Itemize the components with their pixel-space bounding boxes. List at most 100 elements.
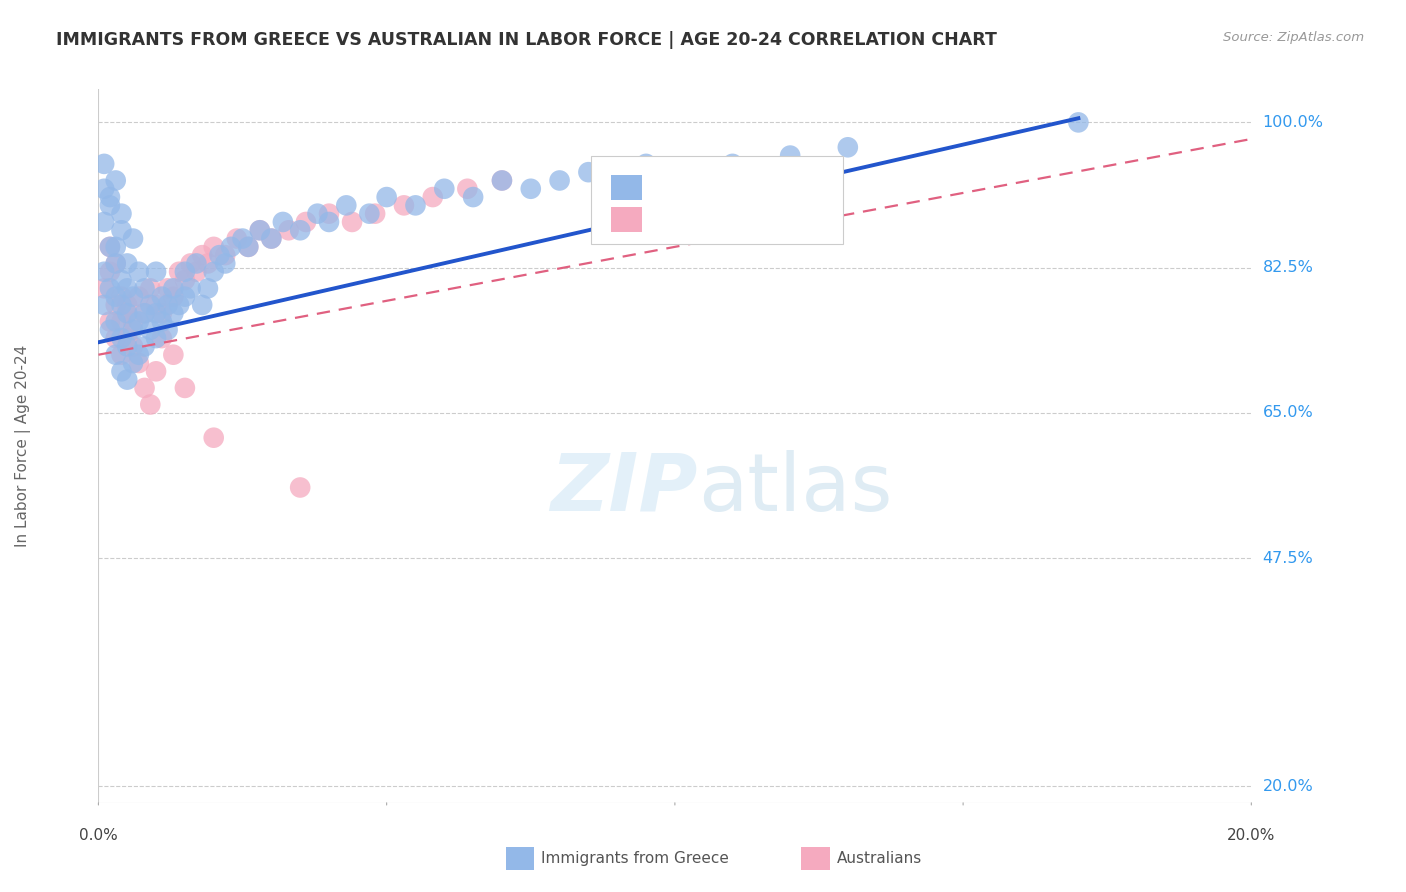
Point <box>340 215 363 229</box>
Point <box>122 314 145 328</box>
Text: 47.5%: 47.5% <box>1263 550 1313 566</box>
Point <box>110 207 132 221</box>
Text: R = 0.297   N = 52: R = 0.297 N = 52 <box>650 211 820 228</box>
Point <box>307 207 329 221</box>
Point <box>98 198 121 212</box>
Point <box>128 265 150 279</box>
Point <box>392 198 415 212</box>
Text: R = 0.490   N = 82: R = 0.490 N = 82 <box>650 178 820 196</box>
Point <box>150 290 173 304</box>
Point <box>110 331 132 345</box>
Point <box>167 298 190 312</box>
Point <box>156 323 179 337</box>
Point <box>150 306 173 320</box>
Point <box>260 231 283 245</box>
Point <box>110 290 132 304</box>
Point <box>422 190 444 204</box>
Point <box>98 314 121 328</box>
Point <box>117 306 138 320</box>
Point <box>271 215 294 229</box>
Point <box>191 248 214 262</box>
Point <box>110 273 132 287</box>
Point <box>433 182 456 196</box>
Point <box>277 223 299 237</box>
Point <box>456 182 478 196</box>
Point <box>162 281 184 295</box>
Point <box>162 290 184 304</box>
Point <box>578 165 600 179</box>
Point <box>139 281 162 295</box>
Point <box>837 140 859 154</box>
Point <box>664 165 686 179</box>
Point <box>104 240 127 254</box>
Point <box>219 240 242 254</box>
Point <box>150 331 173 345</box>
Point <box>191 298 214 312</box>
Point <box>139 298 162 312</box>
Point <box>134 281 156 295</box>
Point <box>145 265 167 279</box>
Point <box>174 273 197 287</box>
Point <box>110 298 132 312</box>
Point <box>122 231 145 245</box>
Point <box>134 381 156 395</box>
Point <box>180 281 202 295</box>
Text: 65.0%: 65.0% <box>1263 405 1313 420</box>
Text: 0.0%: 0.0% <box>79 828 118 843</box>
Point <box>174 381 197 395</box>
Point <box>249 223 271 237</box>
Point <box>295 215 318 229</box>
Point <box>145 364 167 378</box>
Point <box>117 306 138 320</box>
Point <box>214 248 236 262</box>
Point <box>491 173 513 187</box>
Point <box>174 290 197 304</box>
Point <box>122 323 145 337</box>
Point <box>162 348 184 362</box>
Point <box>359 207 381 221</box>
Point <box>93 182 115 196</box>
Point <box>93 281 115 295</box>
Point <box>548 173 571 187</box>
Point <box>110 314 132 328</box>
Point <box>98 323 121 337</box>
Point <box>128 290 150 304</box>
Point <box>335 198 357 212</box>
Point <box>117 298 138 312</box>
Point <box>186 256 208 270</box>
Point <box>491 173 513 187</box>
Point <box>128 314 150 328</box>
Point <box>225 231 247 245</box>
Point <box>134 306 156 320</box>
Point <box>104 348 127 362</box>
Point <box>162 306 184 320</box>
Point <box>202 431 225 445</box>
Point <box>110 364 132 378</box>
Point <box>98 190 121 204</box>
Point <box>208 248 231 262</box>
Point <box>1067 115 1090 129</box>
Point <box>139 397 162 411</box>
Text: atlas: atlas <box>697 450 893 528</box>
Text: IMMIGRANTS FROM GREECE VS AUSTRALIAN IN LABOR FORCE | AGE 20-24 CORRELATION CHAR: IMMIGRANTS FROM GREECE VS AUSTRALIAN IN … <box>56 31 997 49</box>
Point <box>104 256 127 270</box>
Point <box>134 339 156 353</box>
Point <box>104 173 127 187</box>
Point <box>145 306 167 320</box>
Text: Australians: Australians <box>837 851 922 866</box>
Point <box>98 281 121 295</box>
Point <box>145 298 167 312</box>
Point <box>202 265 225 279</box>
Point <box>98 240 121 254</box>
Point <box>93 265 115 279</box>
Point <box>134 306 156 320</box>
Point <box>128 348 150 362</box>
Point <box>104 290 127 304</box>
Point <box>122 356 145 370</box>
Point <box>93 157 115 171</box>
Point <box>156 281 179 295</box>
Point <box>636 157 658 171</box>
Point <box>180 256 202 270</box>
Text: 20.0%: 20.0% <box>1227 828 1275 843</box>
Text: Source: ZipAtlas.com: Source: ZipAtlas.com <box>1223 31 1364 45</box>
